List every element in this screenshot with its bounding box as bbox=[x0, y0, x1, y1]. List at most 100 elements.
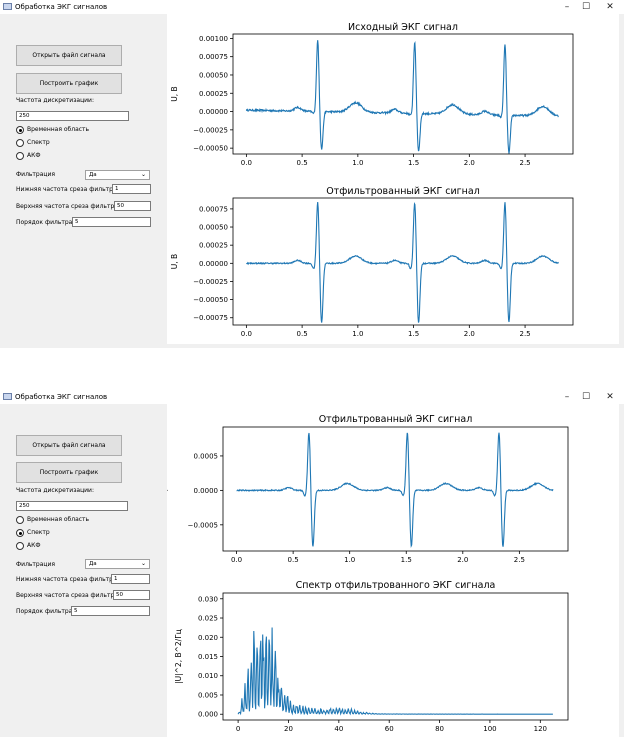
x-tick-label: 120 bbox=[534, 725, 547, 733]
plot-frame bbox=[222, 426, 569, 552]
x-tick-label: 100 bbox=[483, 725, 496, 733]
x-tick-label: 1.0 bbox=[352, 330, 363, 338]
minimize-icon[interactable]: – bbox=[564, 2, 570, 12]
x-tick-label: 0.0 bbox=[241, 159, 252, 167]
plot-button[interactable]: Построить график bbox=[16, 73, 122, 94]
x-tick-label: 0.0 bbox=[241, 330, 252, 338]
minimize-icon[interactable]: – bbox=[564, 392, 570, 402]
low-cutoff-label: Нижняя частота среза фильтра: bbox=[16, 576, 119, 583]
filter-order-input[interactable]: 5 bbox=[72, 217, 151, 227]
x-tick-label: 1.5 bbox=[408, 159, 419, 167]
chart-panel: Спектр отфильтрованного ЭКГ сигнала 0 20 40… bbox=[174, 580, 569, 733]
y-axis-label: U, В bbox=[167, 481, 169, 496]
radio-label: Временная область bbox=[27, 516, 90, 523]
plot-frame bbox=[232, 33, 574, 155]
filter-order-input[interactable]: 5 bbox=[71, 606, 150, 616]
chart-panel: Отфильтрованный ЭКГ сигнал 0.0 0.5 1.0 1.5 2.… bbox=[160, 414, 569, 564]
x-tick-label: 0.5 bbox=[288, 556, 299, 564]
close-icon[interactable]: ✕ bbox=[606, 2, 614, 12]
maximize-icon[interactable]: ☐ bbox=[581, 2, 591, 12]
low-cutoff-input[interactable]: 1 bbox=[111, 574, 150, 584]
window-title: Обработка ЭКГ сигналов bbox=[15, 393, 108, 401]
y-tick-label: 0.00075 bbox=[199, 205, 228, 213]
y-tick-label: 0.00075 bbox=[199, 53, 228, 61]
y-tick-label: 0.00050 bbox=[199, 71, 228, 79]
app-window: Обработка ЭКГ сигналов – ☐ ✕ Открыть фай… bbox=[0, 390, 624, 737]
close-icon[interactable]: ✕ bbox=[606, 392, 614, 402]
y-tick-label: −0.00025 bbox=[193, 126, 228, 134]
x-tick-label: 2.5 bbox=[514, 556, 525, 564]
y-tick-label: −0.00050 bbox=[193, 296, 228, 304]
plot-button[interactable]: Построить график bbox=[16, 462, 122, 483]
y-tick-label: −0.00050 bbox=[193, 145, 228, 153]
radio-label: АКФ bbox=[27, 542, 41, 549]
y-tick-label: −0.00075 bbox=[193, 314, 228, 322]
sampling-rate-label: Частота дискретизации: bbox=[16, 487, 94, 494]
low-cutoff-label: Нижняя частота среза фильтра: bbox=[16, 186, 119, 193]
y-tick-label: 0.015 bbox=[198, 653, 218, 661]
x-tick-label: 1.5 bbox=[401, 556, 412, 564]
low-cutoff-input[interactable]: 1 bbox=[112, 184, 151, 194]
high-cutoff-input[interactable]: 50 bbox=[113, 590, 150, 600]
y-tick-label: 0.00025 bbox=[199, 90, 228, 98]
x-tick-label: 80 bbox=[435, 725, 444, 733]
app-window: Обработка ЭКГ сигналов – ☐ ✕ Открыть фай… bbox=[0, 0, 624, 348]
radio-unchecked-icon bbox=[16, 139, 24, 147]
radio-label: АКФ bbox=[27, 152, 41, 159]
y-tick-label: 0.00100 bbox=[199, 35, 228, 43]
x-tick-label: 2.5 bbox=[519, 159, 530, 167]
y-tick-label: 0.030 bbox=[198, 595, 218, 603]
x-tick-label: 1.5 bbox=[408, 330, 419, 338]
plot-canvas: Отфильтрованный ЭКГ сигнал 0.0 0.5 1.0 1.5 2.… bbox=[160, 414, 569, 733]
filter-select[interactable]: Да ⌄ bbox=[85, 559, 150, 569]
radio-label: Спектр bbox=[27, 529, 50, 536]
x-tick-label: 2.0 bbox=[457, 556, 468, 564]
open-file-button[interactable]: Открыть файл сигнала bbox=[16, 435, 122, 456]
y-axis-label: U, В bbox=[170, 86, 179, 101]
x-tick-label: 0.0 bbox=[231, 556, 242, 564]
high-cutoff-label: Верхняя частота среза фильтра: bbox=[16, 203, 120, 210]
filter-select-value: Да bbox=[89, 172, 97, 178]
sampling-rate-label: Частота дискретизации: bbox=[16, 97, 94, 104]
high-cutoff-input[interactable]: 50 bbox=[114, 201, 151, 211]
plot-area: Исходный ЭКГ сигнал 0.0 0.5 1.0 1.5 2.0 2.5 −0.… bbox=[167, 14, 619, 344]
maximize-icon[interactable]: ☐ bbox=[581, 392, 591, 402]
x-tick-label: 1.0 bbox=[344, 556, 355, 564]
sampling-rate-input[interactable]: 250 bbox=[16, 111, 129, 121]
sampling-rate-input[interactable]: 250 bbox=[16, 501, 128, 511]
series-line bbox=[237, 627, 553, 716]
x-tick-label: 2.0 bbox=[464, 330, 475, 338]
filter-label: Фильтрация bbox=[16, 171, 56, 178]
x-tick-label: 20 bbox=[284, 725, 293, 733]
chart-panel: Отфильтрованный ЭКГ сигнал 0.0 0.5 1.0 1.5 2.… bbox=[170, 186, 574, 338]
filter-select[interactable]: Да ⌄ bbox=[85, 170, 150, 180]
x-tick-label: 2.0 bbox=[464, 159, 475, 167]
radio-label: Спектр bbox=[27, 139, 50, 146]
x-tick-label: 1.0 bbox=[352, 159, 363, 167]
window-title: Обработка ЭКГ сигналов bbox=[15, 3, 108, 11]
filter-label: Фильтрация bbox=[16, 561, 56, 568]
radio-checked-icon bbox=[16, 529, 24, 537]
filter-select-value: Да bbox=[89, 561, 97, 567]
x-tick-label: 0.5 bbox=[297, 159, 308, 167]
plot-frame bbox=[232, 197, 574, 326]
x-tick-label: 2.5 bbox=[519, 330, 530, 338]
chart-title: Отфильтрованный ЭКГ сигнал bbox=[319, 414, 473, 425]
y-axis-label: U, В bbox=[170, 254, 179, 269]
filter-order-label: Порядок фильтра: bbox=[16, 608, 75, 615]
y-tick-label: 0.00025 bbox=[199, 242, 228, 250]
y-tick-label: 0.010 bbox=[198, 672, 218, 680]
y-tick-label: 0.00000 bbox=[199, 108, 228, 116]
x-tick-label: 0.5 bbox=[297, 330, 308, 338]
app-icon bbox=[3, 393, 12, 400]
open-file-button[interactable]: Открыть файл сигнала bbox=[16, 45, 122, 66]
plot-canvas: Исходный ЭКГ сигнал 0.0 0.5 1.0 1.5 2.0 2.5 −0.… bbox=[170, 22, 574, 338]
y-tick-label: 0.0000 bbox=[194, 487, 219, 495]
x-tick-label: 60 bbox=[385, 725, 394, 733]
filter-order-label: Порядок фильтра: bbox=[16, 219, 75, 226]
chart-title: Спектр отфильтрованного ЭКГ сигнала bbox=[296, 580, 496, 591]
y-tick-label: 0.020 bbox=[198, 634, 218, 642]
chart-panel: Исходный ЭКГ сигнал 0.0 0.5 1.0 1.5 2.0 2.5 −0.… bbox=[170, 22, 574, 167]
chart-title: Отфильтрованный ЭКГ сигнал bbox=[326, 186, 480, 197]
high-cutoff-label: Верхняя частота среза фильтра: bbox=[16, 592, 120, 599]
